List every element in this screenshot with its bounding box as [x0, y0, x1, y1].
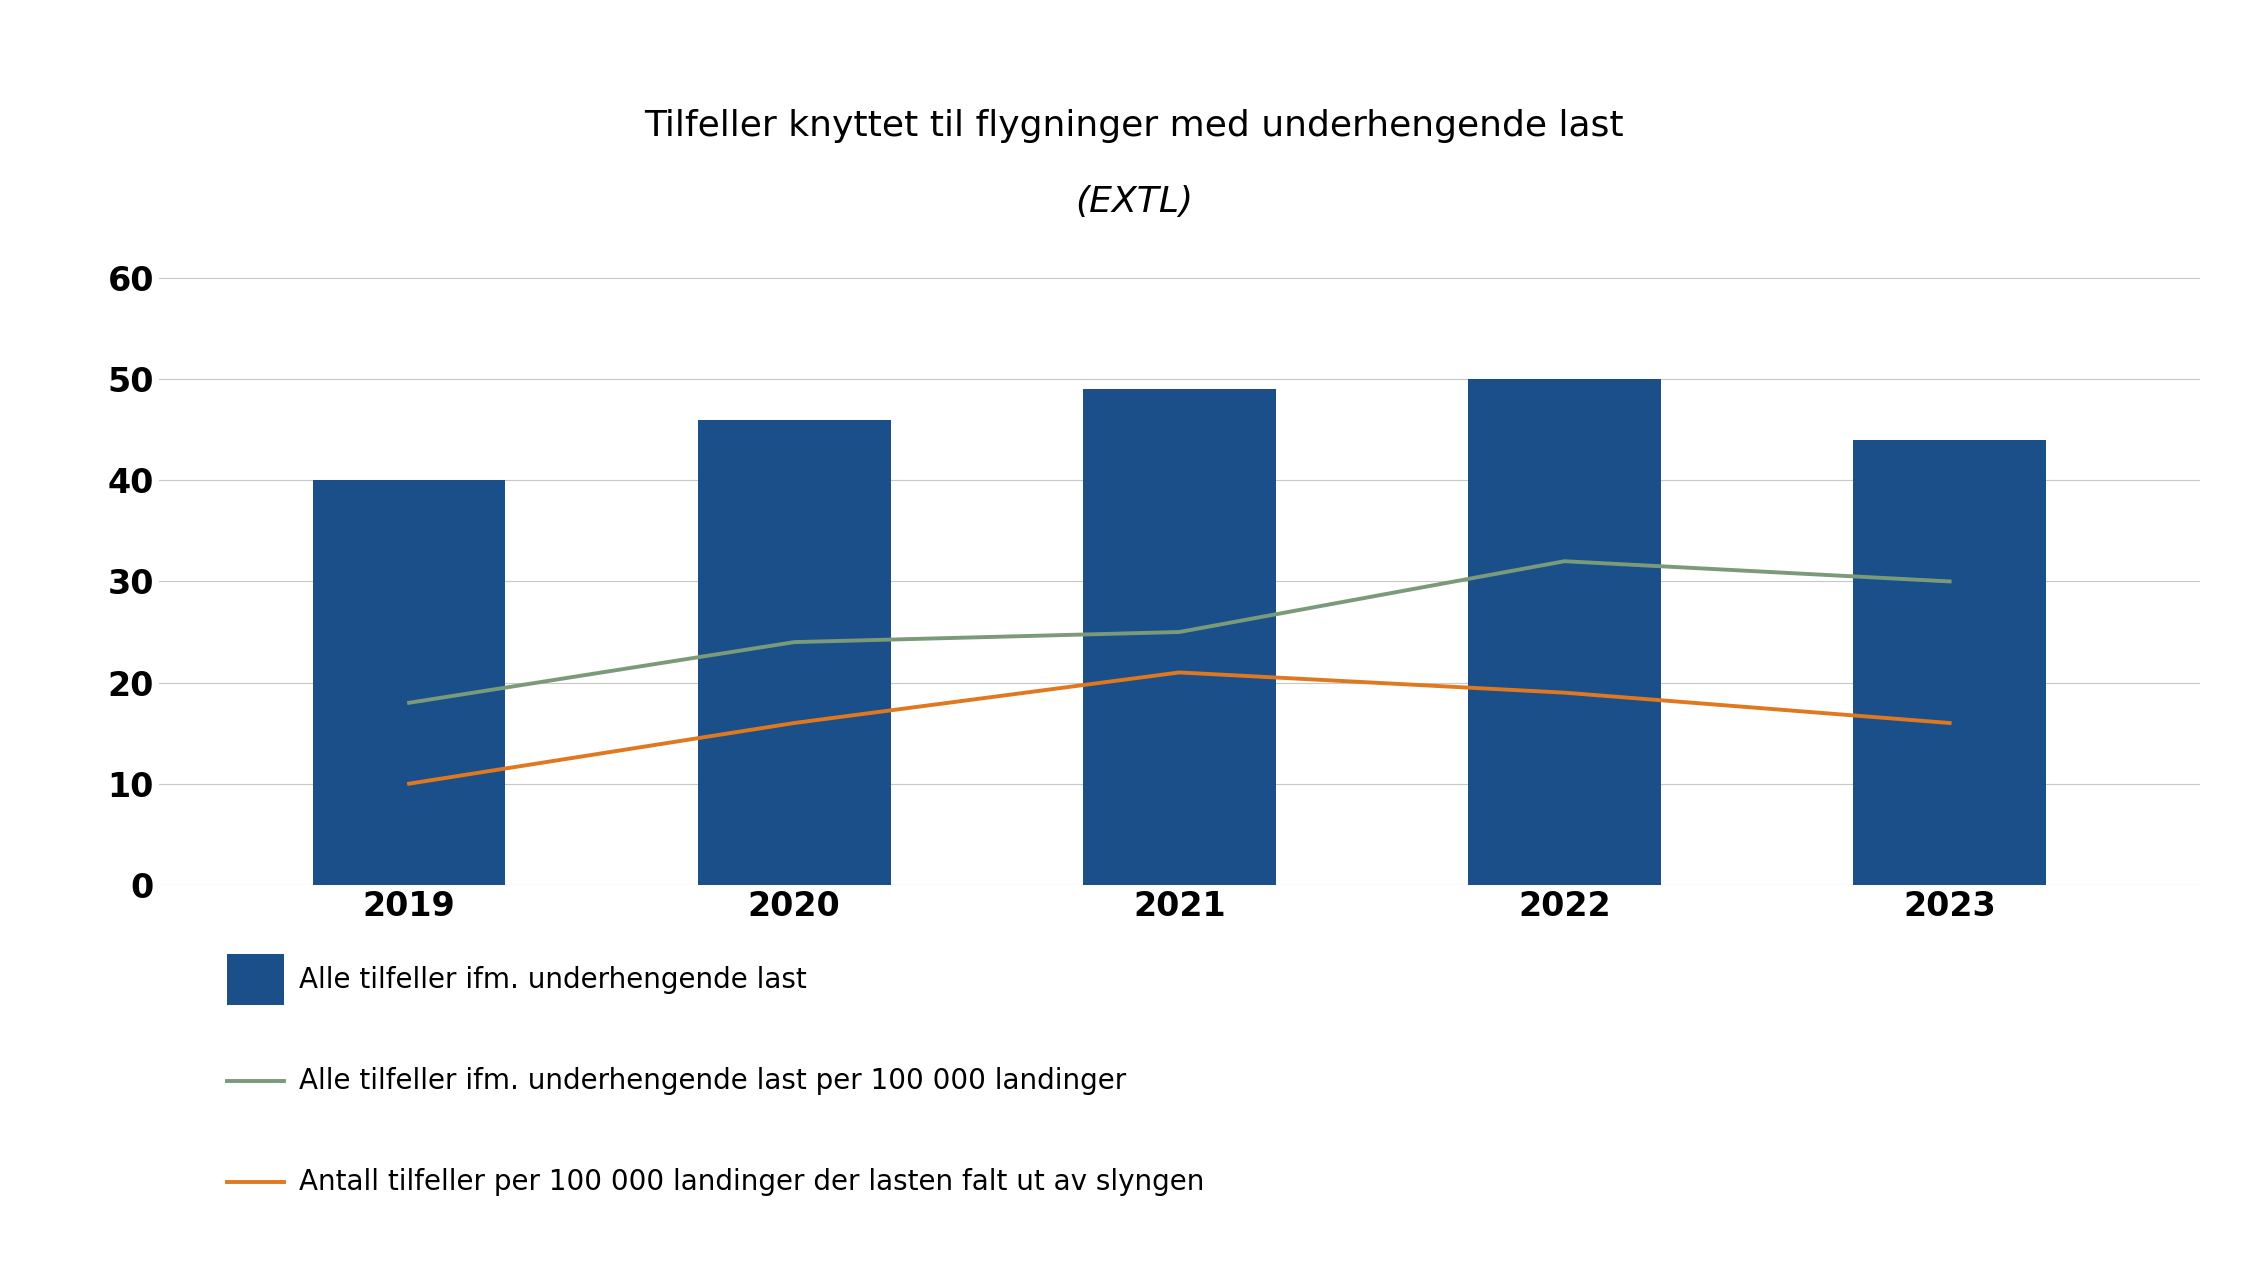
Bar [1084, 389, 1275, 885]
Text: Alle tilfeller ifm. underhengende last: Alle tilfeller ifm. underhengende last [299, 966, 807, 994]
Text: Alle tilfeller ifm. underhengende last per 100 000 landinger: Alle tilfeller ifm. underhengende last p… [299, 1067, 1127, 1095]
Bar [699, 420, 891, 885]
Text: Tilfeller knyttet til flygninger med underhengende last: Tilfeller knyttet til flygninger med und… [644, 110, 1624, 143]
Bar [1853, 440, 2046, 885]
Text: (EXTL): (EXTL) [1075, 186, 1193, 219]
Text: Antall tilfeller per 100 000 landinger der lasten falt ut av slyngen: Antall tilfeller per 100 000 landinger d… [299, 1168, 1204, 1196]
Bar [313, 480, 506, 885]
Bar [1467, 379, 1660, 885]
